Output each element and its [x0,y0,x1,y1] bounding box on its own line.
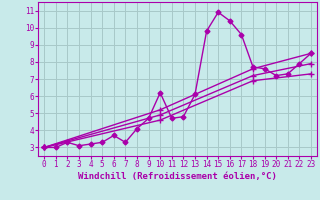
X-axis label: Windchill (Refroidissement éolien,°C): Windchill (Refroidissement éolien,°C) [78,172,277,181]
